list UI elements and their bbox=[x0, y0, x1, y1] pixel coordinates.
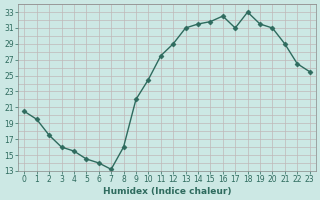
X-axis label: Humidex (Indice chaleur): Humidex (Indice chaleur) bbox=[103, 187, 231, 196]
